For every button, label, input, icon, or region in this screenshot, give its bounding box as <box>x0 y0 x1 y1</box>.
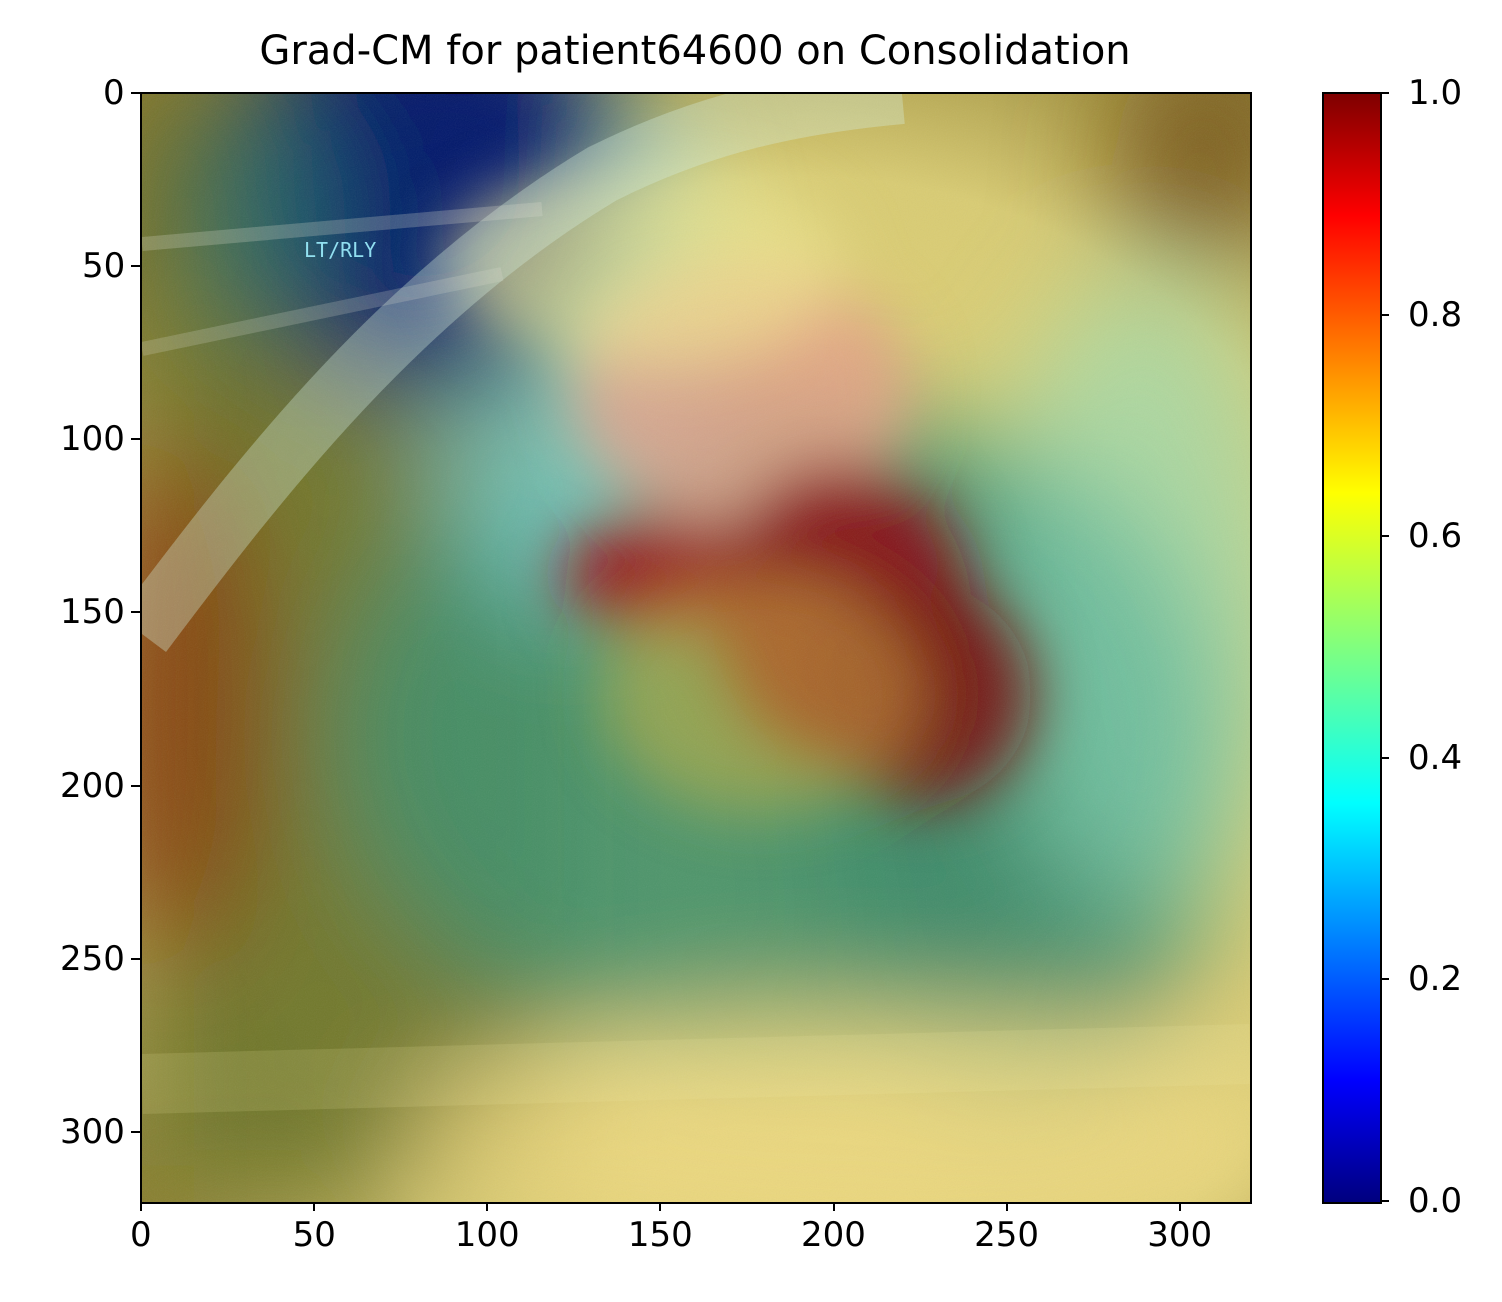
x-tick-label: 150 <box>627 1215 693 1255</box>
chart-title: Grad-CM for patient64600 on Consolidatio… <box>259 28 1131 74</box>
x-tick-mark <box>1005 1202 1008 1211</box>
colorbar <box>1322 92 1382 1204</box>
y-tick-label: 100 <box>60 419 125 460</box>
y-tick-label: 0 <box>103 73 125 113</box>
x-tick-mark <box>832 1202 835 1211</box>
y-tick-mark <box>131 1130 140 1133</box>
colorbar-tick-mark <box>1380 756 1389 759</box>
y-tick-label: 250 <box>60 938 125 979</box>
x-tick-mark <box>486 1202 489 1211</box>
colorbar-tick-mark <box>1380 535 1389 538</box>
colorbar-tick-mark <box>1380 1200 1389 1202</box>
colorbar-tick-mark <box>1380 313 1389 316</box>
y-tick-mark <box>131 265 140 268</box>
x-tick-label: 100 <box>454 1215 520 1255</box>
y-tick-mark <box>131 784 140 787</box>
colorbar-tick-label: 0.2 <box>1408 959 1463 1000</box>
x-tick-label: 200 <box>801 1215 866 1255</box>
x-tick-label: 250 <box>974 1215 1040 1255</box>
x-tick-label: 50 <box>292 1215 336 1255</box>
y-tick-mark <box>131 438 140 441</box>
plot-area: LT/RLY <box>140 92 1252 1204</box>
y-tick-mark <box>131 957 140 960</box>
x-tick-mark <box>140 1202 142 1211</box>
y-tick-label: 50 <box>82 246 126 287</box>
colorbar-tick-label: 0.6 <box>1408 516 1463 557</box>
colorbar-tick-label: 0.8 <box>1408 294 1463 335</box>
y-tick-mark <box>131 92 140 94</box>
y-tick-label: 300 <box>60 1111 125 1152</box>
x-tick-mark <box>659 1202 662 1211</box>
y-tick-label: 150 <box>60 592 125 633</box>
colorbar-tick-mark <box>1380 978 1389 981</box>
colorbar-tick-label: 0.0 <box>1408 1181 1463 1221</box>
heatmap-image: LT/RLY <box>142 94 1250 1202</box>
x-tick-mark <box>313 1202 316 1211</box>
overlay-text: LT/RLY <box>304 238 376 262</box>
colorbar-tick-label: 0.4 <box>1408 737 1463 778</box>
x-tick-label: 300 <box>1147 1215 1213 1255</box>
x-tick-label: 0 <box>130 1215 152 1255</box>
colorbar-tick-mark <box>1380 92 1389 94</box>
y-tick-label: 200 <box>60 765 125 806</box>
colorbar-tick-label: 1.0 <box>1408 73 1463 113</box>
x-tick-mark <box>1178 1202 1181 1211</box>
y-tick-mark <box>131 611 140 614</box>
